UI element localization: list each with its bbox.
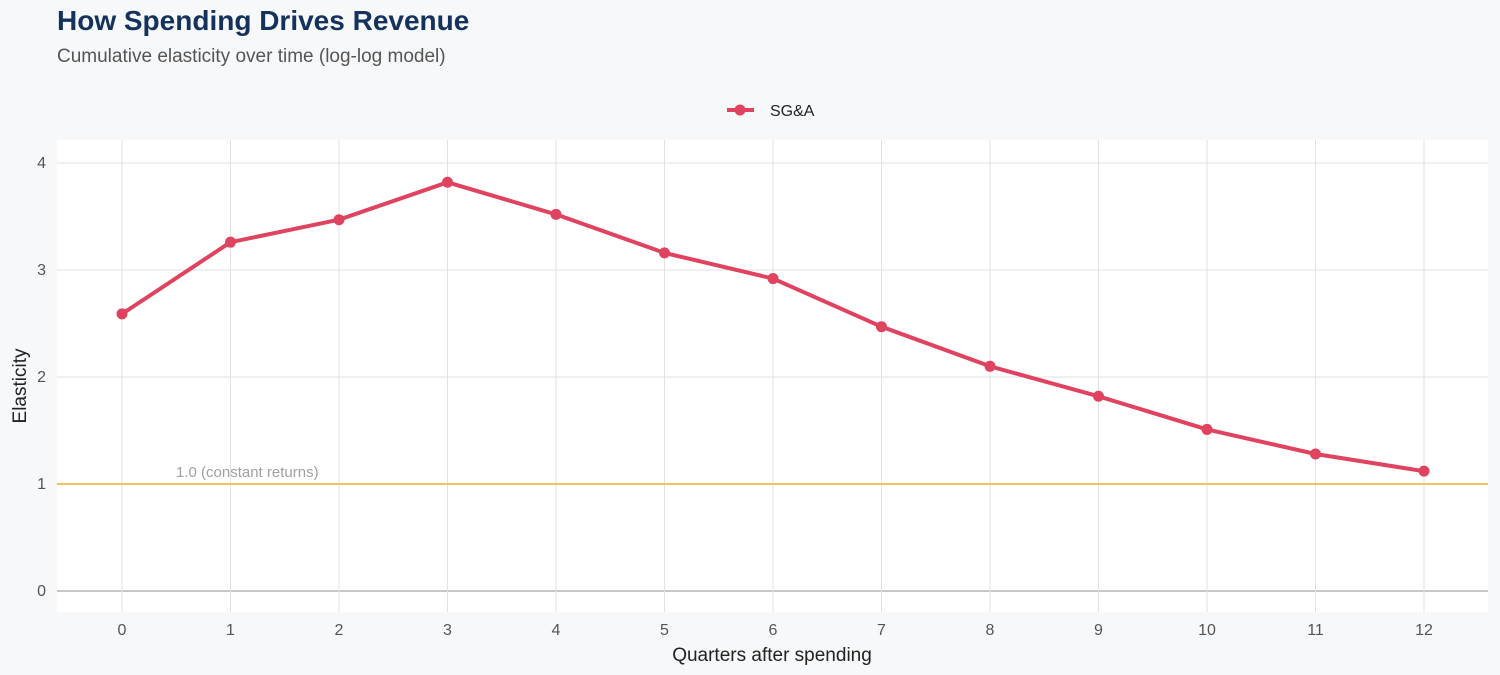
x-tick-label: 12: [1415, 622, 1433, 639]
legend-label: SG&A: [770, 103, 815, 120]
x-tick-label: 5: [660, 622, 669, 639]
data-point: [1418, 465, 1430, 477]
x-tick-label: 8: [986, 622, 995, 639]
series-group: [116, 176, 1430, 477]
grid: [57, 140, 1488, 612]
x-tick-label: 10: [1198, 622, 1216, 639]
data-point: [1310, 448, 1321, 460]
x-tick-label: 0: [118, 622, 127, 639]
y-tick-label: 4: [37, 155, 46, 172]
data-point: [659, 247, 670, 259]
x-tick-label: 9: [1094, 622, 1103, 639]
x-tick-label: 2: [335, 622, 344, 639]
chart-title: How Spending Drives Revenue: [57, 5, 470, 36]
x-tick-label: 1: [226, 622, 235, 639]
data-point: [767, 273, 779, 285]
x-axis-title: Quarters after spending: [672, 645, 872, 666]
reference-line-label: 1.0 (constant returns): [176, 464, 319, 481]
legend-swatch-marker: [734, 104, 746, 116]
data-point: [333, 214, 345, 226]
data-point: [225, 236, 236, 248]
data-point: [116, 308, 128, 320]
x-tick-label: 7: [877, 622, 886, 639]
y-tick-label: 0: [37, 583, 46, 600]
chart-subtitle: Cumulative elasticity over time (log-log…: [57, 46, 446, 67]
data-point: [442, 176, 453, 188]
data-point: [876, 321, 887, 333]
reference-line-group: 1.0 (constant returns): [57, 464, 1488, 485]
data-point: [1093, 390, 1104, 402]
x-tick-label: 3: [443, 622, 452, 639]
data-point: [1201, 423, 1213, 435]
x-tick-label: 6: [769, 622, 778, 639]
x-tick-label: 4: [552, 622, 561, 639]
y-axis-title: Elasticity: [10, 348, 31, 423]
data-point: [984, 360, 996, 372]
data-point: [550, 208, 562, 220]
y-tick-label: 2: [37, 369, 46, 386]
legend: SG&A: [727, 103, 815, 120]
y-tick-label: 1: [37, 476, 46, 493]
y-tick-label: 3: [37, 262, 46, 279]
x-tick-label: 11: [1307, 622, 1324, 639]
